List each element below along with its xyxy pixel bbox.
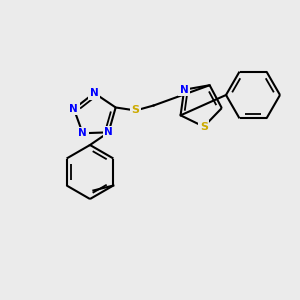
Text: S: S <box>132 106 140 116</box>
Text: N: N <box>104 127 113 137</box>
Text: N: N <box>70 104 78 114</box>
Text: S: S <box>200 122 208 132</box>
Text: N: N <box>180 85 188 95</box>
Text: N: N <box>90 88 99 98</box>
Text: N: N <box>78 128 87 138</box>
